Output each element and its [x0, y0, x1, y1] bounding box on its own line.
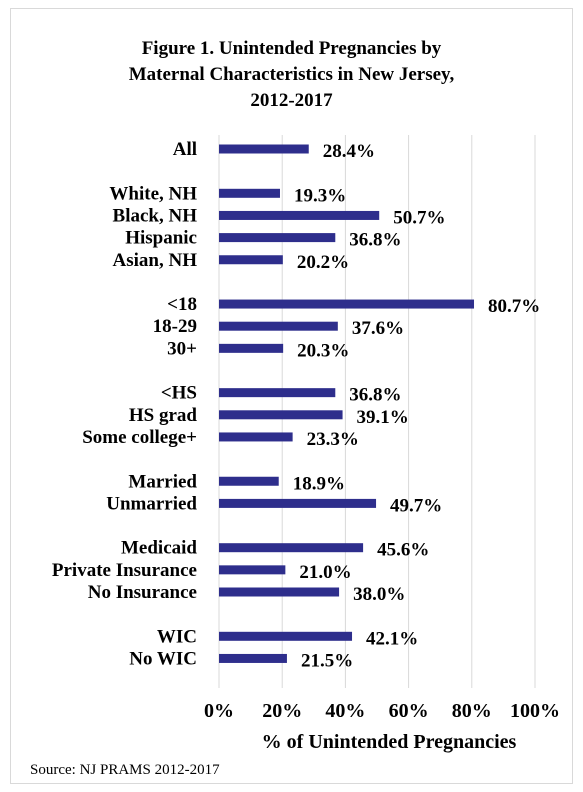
category-label: <HS: [161, 383, 197, 404]
value-label: 42.1%: [366, 628, 418, 649]
bars: [219, 144, 475, 663]
category-label: White, NH: [109, 183, 197, 204]
bar: [219, 498, 377, 508]
value-label: 23.3%: [307, 429, 359, 450]
x-tick-label: 60%: [389, 700, 429, 722]
value-label: 20.3%: [297, 340, 349, 361]
category-label: Married: [128, 471, 197, 492]
bar: [219, 631, 353, 641]
bar: [219, 565, 286, 575]
source-note: Source: NJ PRAMS 2012-2017: [30, 762, 220, 778]
x-tick-label: 0%: [204, 700, 234, 722]
value-label: 28.4%: [323, 141, 375, 162]
category-label: <18: [167, 294, 197, 315]
bar: [219, 233, 336, 243]
bar: [219, 410, 343, 420]
value-label: 49.7%: [390, 495, 442, 516]
value-label: 36.8%: [349, 230, 401, 251]
category-label: All: [173, 139, 197, 160]
value-label: 21.0%: [299, 562, 351, 583]
bar: [219, 432, 293, 442]
value-label: 39.1%: [357, 407, 409, 428]
category-label: Private Insurance: [52, 560, 197, 581]
category-label: No Insurance: [88, 582, 197, 603]
category-label: WIC: [157, 626, 197, 647]
category-label: HS grad: [129, 405, 198, 426]
bar: [219, 188, 280, 198]
category-label: No WIC: [129, 648, 197, 669]
category-label: 30+: [167, 338, 197, 359]
bar: [219, 255, 283, 265]
x-tick-label: 80%: [452, 700, 492, 722]
value-label: 21.5%: [301, 650, 353, 671]
value-label: 20.2%: [297, 252, 349, 273]
value-labels: 28.4%19.3%50.7%36.8%20.2%80.7%37.6%20.3%…: [293, 141, 541, 671]
value-label: 19.3%: [294, 185, 346, 206]
value-label: 38.0%: [353, 584, 405, 605]
category-label: Asian, NH: [113, 250, 198, 271]
category-label: 18-29: [153, 316, 197, 337]
x-tick-label: 40%: [325, 700, 365, 722]
x-tick-labels: 0% 20% 40% 60% 80% 100%: [204, 700, 560, 722]
chart-title-line-1: Figure 1. Unintended Pregnancies by: [141, 38, 442, 59]
x-tick-label: 100%: [510, 700, 560, 722]
category-label: Some college+: [82, 427, 197, 448]
bar: [219, 144, 309, 154]
category-label: Hispanic: [125, 228, 197, 249]
chart-title: Figure 1. Unintended Pregnancies by Mate…: [10, 36, 573, 114]
bar: [219, 299, 475, 309]
x-tick-label: 20%: [262, 700, 302, 722]
value-label: 45.6%: [377, 540, 429, 561]
category-label: Black, NH: [113, 205, 198, 226]
bar: [219, 388, 336, 398]
x-axis-label: % of Unintended Pregnancies: [262, 731, 517, 753]
bar: [219, 476, 279, 486]
category-label: Unmarried: [106, 493, 197, 514]
bar: [219, 210, 380, 220]
category-label: Medicaid: [121, 538, 197, 559]
value-label: 37.6%: [352, 318, 404, 339]
bar: [219, 653, 287, 663]
value-label: 18.9%: [293, 473, 345, 494]
value-label: 50.7%: [393, 207, 445, 228]
chart-title-line-3: 2012-2017: [250, 90, 333, 111]
bar: [219, 587, 340, 597]
bar: [219, 321, 338, 331]
bar: [219, 543, 364, 553]
chart-title-line-2: Maternal Characteristics in New Jersey,: [128, 64, 455, 85]
value-label: 80.7%: [488, 296, 540, 317]
bar: [219, 343, 284, 353]
value-label: 36.8%: [349, 385, 401, 406]
